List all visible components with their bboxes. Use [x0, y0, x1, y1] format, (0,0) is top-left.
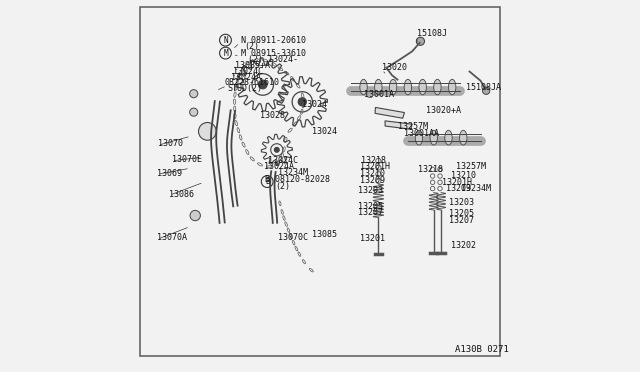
Text: 15108JA: 15108JA [466, 83, 501, 92]
Circle shape [198, 122, 216, 140]
Text: 13001A: 13001A [364, 90, 394, 99]
Polygon shape [375, 108, 404, 118]
Text: 13024: 13024 [302, 100, 327, 109]
Circle shape [189, 90, 198, 98]
Text: A130B 0271: A130B 0271 [455, 345, 509, 354]
Text: 13203: 13203 [449, 198, 474, 207]
Text: 13202: 13202 [451, 241, 476, 250]
Ellipse shape [449, 79, 456, 95]
Text: B: B [265, 177, 269, 186]
Text: B 08120-82028: B 08120-82028 [266, 175, 330, 184]
Circle shape [189, 108, 198, 116]
Text: 13209: 13209 [445, 184, 470, 193]
Text: 13203: 13203 [358, 186, 383, 195]
Text: 13257M: 13257M [397, 122, 428, 131]
Text: 13210: 13210 [360, 169, 385, 178]
Text: 13234M: 13234M [278, 168, 308, 177]
Text: (2): (2) [244, 42, 259, 51]
Text: 13070A: 13070A [157, 233, 187, 242]
Text: 13020+A: 13020+A [426, 106, 461, 115]
Ellipse shape [415, 130, 422, 145]
Text: STUD(2): STUD(2) [227, 84, 262, 93]
Text: N: N [223, 36, 228, 45]
Ellipse shape [460, 130, 467, 145]
Text: 08228-61610: 08228-61610 [224, 78, 279, 87]
Ellipse shape [445, 130, 452, 145]
Ellipse shape [419, 79, 426, 95]
Text: 13001AA: 13001AA [404, 129, 439, 138]
Text: M: M [223, 49, 228, 58]
Text: (2) 13024-: (2) 13024- [248, 55, 298, 64]
Circle shape [259, 80, 267, 89]
Text: 13207: 13207 [358, 208, 383, 218]
Text: 13205: 13205 [449, 209, 474, 218]
Text: 13205: 13205 [358, 202, 383, 211]
Text: 13086: 13086 [168, 190, 194, 199]
Text: 13070C: 13070C [278, 233, 308, 242]
Text: (2): (2) [275, 182, 290, 190]
Text: 13218: 13218 [418, 165, 443, 174]
Text: 13218: 13218 [362, 155, 387, 165]
Text: 13085: 13085 [312, 230, 337, 239]
Text: 13024A: 13024A [264, 162, 294, 171]
Text: M 08915-33610: M 08915-33610 [241, 49, 306, 58]
Circle shape [190, 211, 200, 221]
Text: 13201H: 13201H [442, 178, 472, 187]
Text: 13024C: 13024C [268, 156, 298, 166]
Ellipse shape [404, 79, 412, 95]
Circle shape [483, 87, 490, 94]
Ellipse shape [430, 130, 437, 145]
Circle shape [417, 37, 424, 45]
Text: 13201: 13201 [360, 234, 385, 243]
Ellipse shape [360, 79, 367, 95]
Text: N 08911-20610: N 08911-20610 [241, 36, 306, 45]
Text: 13234M: 13234M [461, 184, 491, 193]
Text: 13070E: 13070E [172, 155, 202, 164]
Ellipse shape [374, 79, 382, 95]
Circle shape [298, 98, 307, 106]
Text: 13024C: 13024C [233, 67, 263, 76]
Text: 13024: 13024 [312, 127, 337, 136]
Polygon shape [385, 121, 412, 129]
Text: 13209: 13209 [360, 176, 385, 185]
Ellipse shape [389, 79, 397, 95]
FancyBboxPatch shape [140, 7, 500, 356]
Text: 13024A: 13024A [232, 73, 261, 81]
Text: 13070: 13070 [157, 139, 182, 148]
Ellipse shape [434, 79, 441, 95]
Text: 13069: 13069 [157, 169, 182, 177]
Text: 13257M: 13257M [456, 162, 486, 171]
Text: 13085+A: 13085+A [235, 61, 270, 70]
Text: 13028: 13028 [260, 111, 285, 121]
Circle shape [275, 147, 279, 152]
Text: 13020: 13020 [382, 63, 407, 72]
Text: 15108J: 15108J [417, 29, 447, 38]
Text: 13207: 13207 [449, 216, 474, 225]
Text: 13210: 13210 [451, 171, 476, 180]
Text: 13201H: 13201H [360, 162, 390, 171]
